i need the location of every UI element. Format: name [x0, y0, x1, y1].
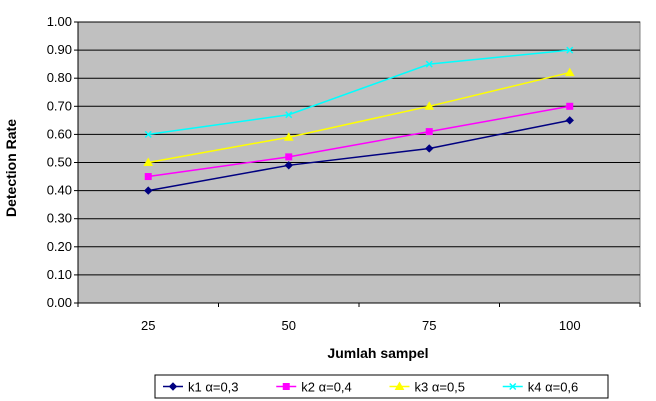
data-point-marker	[285, 153, 293, 161]
series-line	[148, 71, 570, 164]
data-point-marker	[144, 186, 153, 195]
y-tick-label: 0.10	[47, 267, 72, 282]
data-point-marker	[509, 382, 517, 391]
series-line	[148, 49, 570, 136]
legend: k1 α=0,3 k2 α=0,4 k3 α=0,5 k4 α=0,6	[154, 374, 609, 399]
series-3	[143, 67, 575, 166]
data-point-marker	[565, 116, 574, 125]
x-tick-label: 50	[282, 318, 296, 333]
y-tick-label: 0.80	[47, 70, 72, 85]
legend-entry: k2 α=0,4	[276, 380, 352, 395]
data-point-marker	[285, 111, 293, 119]
legend-label: k3 α=0,5	[415, 380, 466, 395]
data-point-marker	[144, 173, 152, 181]
x-tick-label: 100	[559, 318, 581, 333]
y-tick-label: 1.00	[47, 14, 72, 29]
y-tick-label: 0.30	[47, 211, 72, 226]
x-axis-label: Jumlah sampel	[327, 345, 428, 361]
y-tick-label: 0.60	[47, 126, 72, 141]
data-point-marker	[283, 132, 294, 141]
legend-label: k2 α=0,4	[301, 380, 352, 395]
data-point-marker	[144, 130, 152, 138]
data-point-marker	[425, 144, 434, 153]
legend-label: k4 α=0,6	[528, 380, 579, 395]
x-tick-label: 75	[422, 318, 436, 333]
data-point-marker	[566, 46, 574, 54]
data-point-marker	[282, 383, 290, 390]
data-point-marker	[168, 382, 178, 391]
data-point-marker	[566, 102, 574, 110]
series-4	[144, 46, 574, 138]
x-tick-label: 25	[141, 318, 155, 333]
y-tick-label: 0.00	[47, 295, 72, 310]
data-point-marker	[564, 67, 575, 77]
data-point-marker	[424, 101, 435, 110]
series-2	[144, 102, 574, 181]
legend-label: k1 α=0,3	[188, 380, 239, 395]
y-tick-label: 0.50	[47, 155, 72, 170]
series-1	[144, 116, 574, 195]
data-point-marker	[394, 381, 405, 390]
series-line	[148, 119, 570, 192]
y-axis-label: Detection Rate	[3, 119, 19, 217]
data-point-marker	[425, 60, 433, 68]
y-tick-label: 0.40	[47, 183, 72, 198]
y-tick-label: 0.20	[47, 239, 72, 254]
legend-entry: k1 α=0,3	[163, 380, 239, 395]
series-line	[148, 105, 570, 178]
legend-box	[154, 374, 609, 399]
legend-entry: k4 α=0,6	[502, 380, 579, 395]
data-point-marker	[284, 161, 293, 170]
y-tick-label: 0.70	[47, 98, 72, 113]
y-tick-label: 0.90	[47, 42, 72, 57]
legend-entry: k3 α=0,5	[389, 380, 466, 395]
data-point-marker	[425, 128, 433, 136]
data-point-marker	[143, 157, 154, 166]
